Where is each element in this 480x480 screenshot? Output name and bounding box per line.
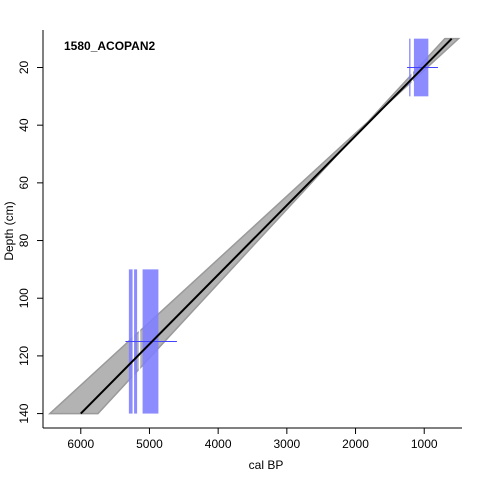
x-tick-label: 6000	[67, 437, 94, 451]
age-model-line	[80, 37, 453, 415]
x-tick-label: 5000	[136, 437, 163, 451]
y-tick-label: 80	[17, 234, 31, 248]
axes-layer: 6000 5000 4000 3000 2000 1000 20 40 60 80 100 120 14…	[17, 30, 462, 451]
dates-layer	[125, 38, 438, 414]
y-tick-label: 120	[17, 346, 31, 366]
y-axis-title: Depth (cm)	[2, 201, 16, 260]
x-axis-title: cal BP	[249, 458, 284, 472]
y-tick-label: 40	[17, 118, 31, 132]
age-model-layer	[80, 37, 453, 415]
x-tick-label: 1000	[411, 437, 438, 451]
chart-title: 1580_ACOPAN2	[64, 39, 155, 53]
x-tick-label: 4000	[205, 437, 232, 451]
y-tick-label: 140	[17, 403, 31, 423]
x-tick-label: 3000	[273, 437, 300, 451]
x-tick-label: 2000	[342, 437, 369, 451]
y-tick-label: 20	[17, 60, 31, 74]
y-tick-label: 100	[17, 288, 31, 308]
y-tick-label: 60	[17, 176, 31, 190]
